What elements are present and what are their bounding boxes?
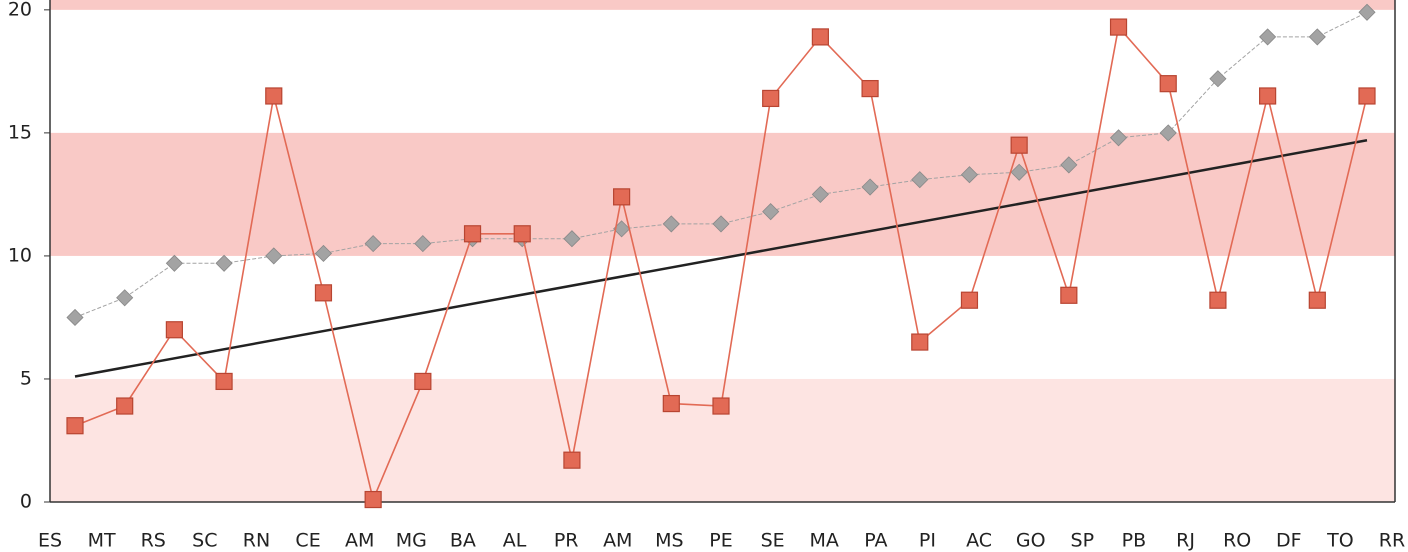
diamond-marker — [116, 289, 134, 307]
diamond-marker — [66, 308, 84, 327]
x-tick-label: RS — [141, 530, 166, 552]
diamond-marker — [165, 254, 183, 272]
y-tick-label: 10 — [8, 244, 32, 266]
x-tick-label: SC — [192, 530, 217, 552]
x-tick-label: MT — [88, 530, 116, 552]
square-marker — [1209, 291, 1227, 309]
diamond-marker — [712, 215, 730, 233]
diamond-marker — [414, 235, 432, 253]
square-marker — [960, 291, 979, 309]
x-tick-label: AM — [603, 530, 632, 552]
diamond-marker — [662, 215, 680, 233]
x-tick-label: PA — [864, 530, 887, 552]
square-marker — [414, 372, 432, 391]
y-tick-label: 20 — [8, 0, 32, 20]
x-tick-label: GO — [1016, 530, 1046, 552]
square-marker — [613, 188, 631, 206]
square-marker — [811, 28, 829, 46]
y-tick-label: 5 — [20, 367, 32, 389]
diamond-marker — [364, 235, 382, 253]
square-marker — [762, 89, 780, 108]
x-tick-label: RO — [1223, 530, 1251, 552]
x-tick-label: SE — [761, 530, 785, 552]
square-marker — [513, 225, 531, 243]
y-tick-label: 15 — [8, 121, 32, 143]
x-tick-label: RJ — [1176, 530, 1195, 552]
square-marker — [1159, 75, 1177, 93]
x-tick-label: CE — [295, 530, 320, 552]
square-marker — [215, 372, 233, 391]
diamond-marker — [1060, 156, 1078, 174]
band — [50, 132, 1395, 256]
diamond-marker — [911, 171, 929, 189]
diamond-marker — [861, 178, 879, 196]
x-tick-label: MG — [396, 530, 427, 552]
square-marker — [712, 397, 730, 415]
x-tick-label: RR — [1379, 530, 1405, 552]
square-marker — [265, 87, 283, 105]
x-tick-label: RN — [243, 530, 270, 552]
square-marker — [463, 225, 482, 243]
x-tick-label: MS — [655, 530, 683, 552]
square-marker — [364, 490, 382, 509]
square-marker — [1358, 87, 1376, 105]
y-tick-label: 0 — [20, 491, 32, 513]
x-tick-label: PR — [554, 530, 579, 552]
square-marker — [314, 284, 333, 302]
diamond-marker — [811, 185, 829, 203]
square-marker — [1308, 291, 1326, 309]
x-tick-label: PE — [709, 530, 732, 552]
x-tick-label: ES — [38, 530, 62, 552]
trend-line — [74, 139, 1368, 378]
square-marker — [116, 397, 134, 415]
square-marker — [1060, 286, 1078, 304]
diamond-marker — [563, 230, 581, 248]
diamond-marker — [265, 247, 283, 265]
diamond-marker — [1010, 163, 1028, 181]
diamond-marker — [1109, 129, 1128, 147]
x-tick-label: PB — [1122, 530, 1147, 552]
x-tick-label: DF — [1276, 530, 1302, 552]
square-marker — [563, 451, 581, 469]
diamond-marker — [1358, 3, 1376, 21]
square-marker — [1010, 136, 1028, 154]
diamond-marker — [762, 203, 780, 221]
x-tick-label: MA — [810, 530, 839, 552]
diamond-marker — [1159, 124, 1177, 142]
x-tick-label: BA — [450, 530, 476, 552]
square-marker — [1109, 18, 1128, 36]
square-marker — [911, 333, 929, 351]
square-marker — [1259, 87, 1277, 105]
x-tick-label: AC — [966, 530, 992, 552]
square-marker — [662, 394, 680, 413]
x-tick-label: TO — [1326, 530, 1354, 552]
square-marker — [66, 417, 84, 435]
square-marker — [861, 79, 879, 98]
diamond-marker — [1259, 28, 1277, 46]
diamond-marker — [1308, 28, 1326, 46]
x-tick-label: AL — [503, 530, 527, 552]
square-marker — [165, 321, 183, 339]
band — [50, 0, 1395, 10]
diamond-marker — [960, 166, 979, 184]
diamond-marker — [1209, 70, 1227, 88]
x-tick-label: SP — [1071, 530, 1095, 552]
diamond-marker — [215, 254, 233, 272]
diamond-marker — [314, 244, 333, 263]
x-tick-label: PI — [919, 530, 936, 552]
x-tick-label: AM — [345, 530, 374, 552]
